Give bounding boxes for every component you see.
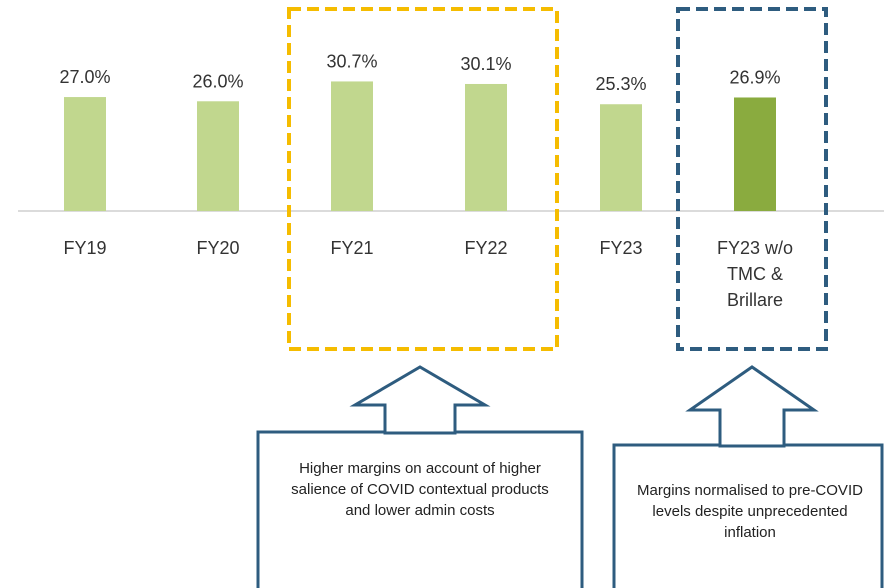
callout-box — [256, 430, 584, 588]
callout-arrow — [349, 365, 491, 435]
bar — [734, 97, 776, 211]
bar — [64, 97, 106, 211]
highlight-box — [676, 7, 828, 351]
x-tick-label: FY21 — [330, 238, 374, 258]
bar — [197, 101, 239, 211]
x-tick-label: FY20 — [196, 238, 240, 258]
data-label: 26.9% — [729, 67, 780, 87]
bar — [465, 83, 507, 211]
annotation: Higher margins on account of higher sali… — [291, 460, 549, 519]
x-tick-label: FY22 — [464, 238, 508, 258]
data-label: 30.1% — [460, 54, 511, 74]
data-label: 25.3% — [595, 74, 646, 94]
x-tick-label: FY19 — [63, 238, 107, 258]
bar — [600, 104, 642, 211]
x-tick-label: FY23 — [599, 238, 643, 258]
callout-box — [612, 443, 884, 588]
data-label: 30.7% — [326, 51, 377, 71]
callout-arrow — [685, 365, 819, 448]
bar — [331, 81, 373, 211]
x-tick-label: FY23 w/o TMC & Brillare — [716, 238, 794, 310]
annotation: Margins normalised to pre-COVID levels d… — [637, 482, 863, 541]
data-label: 27.0% — [59, 67, 110, 87]
highlight-box — [287, 7, 559, 351]
data-label: 26.0% — [192, 71, 243, 91]
